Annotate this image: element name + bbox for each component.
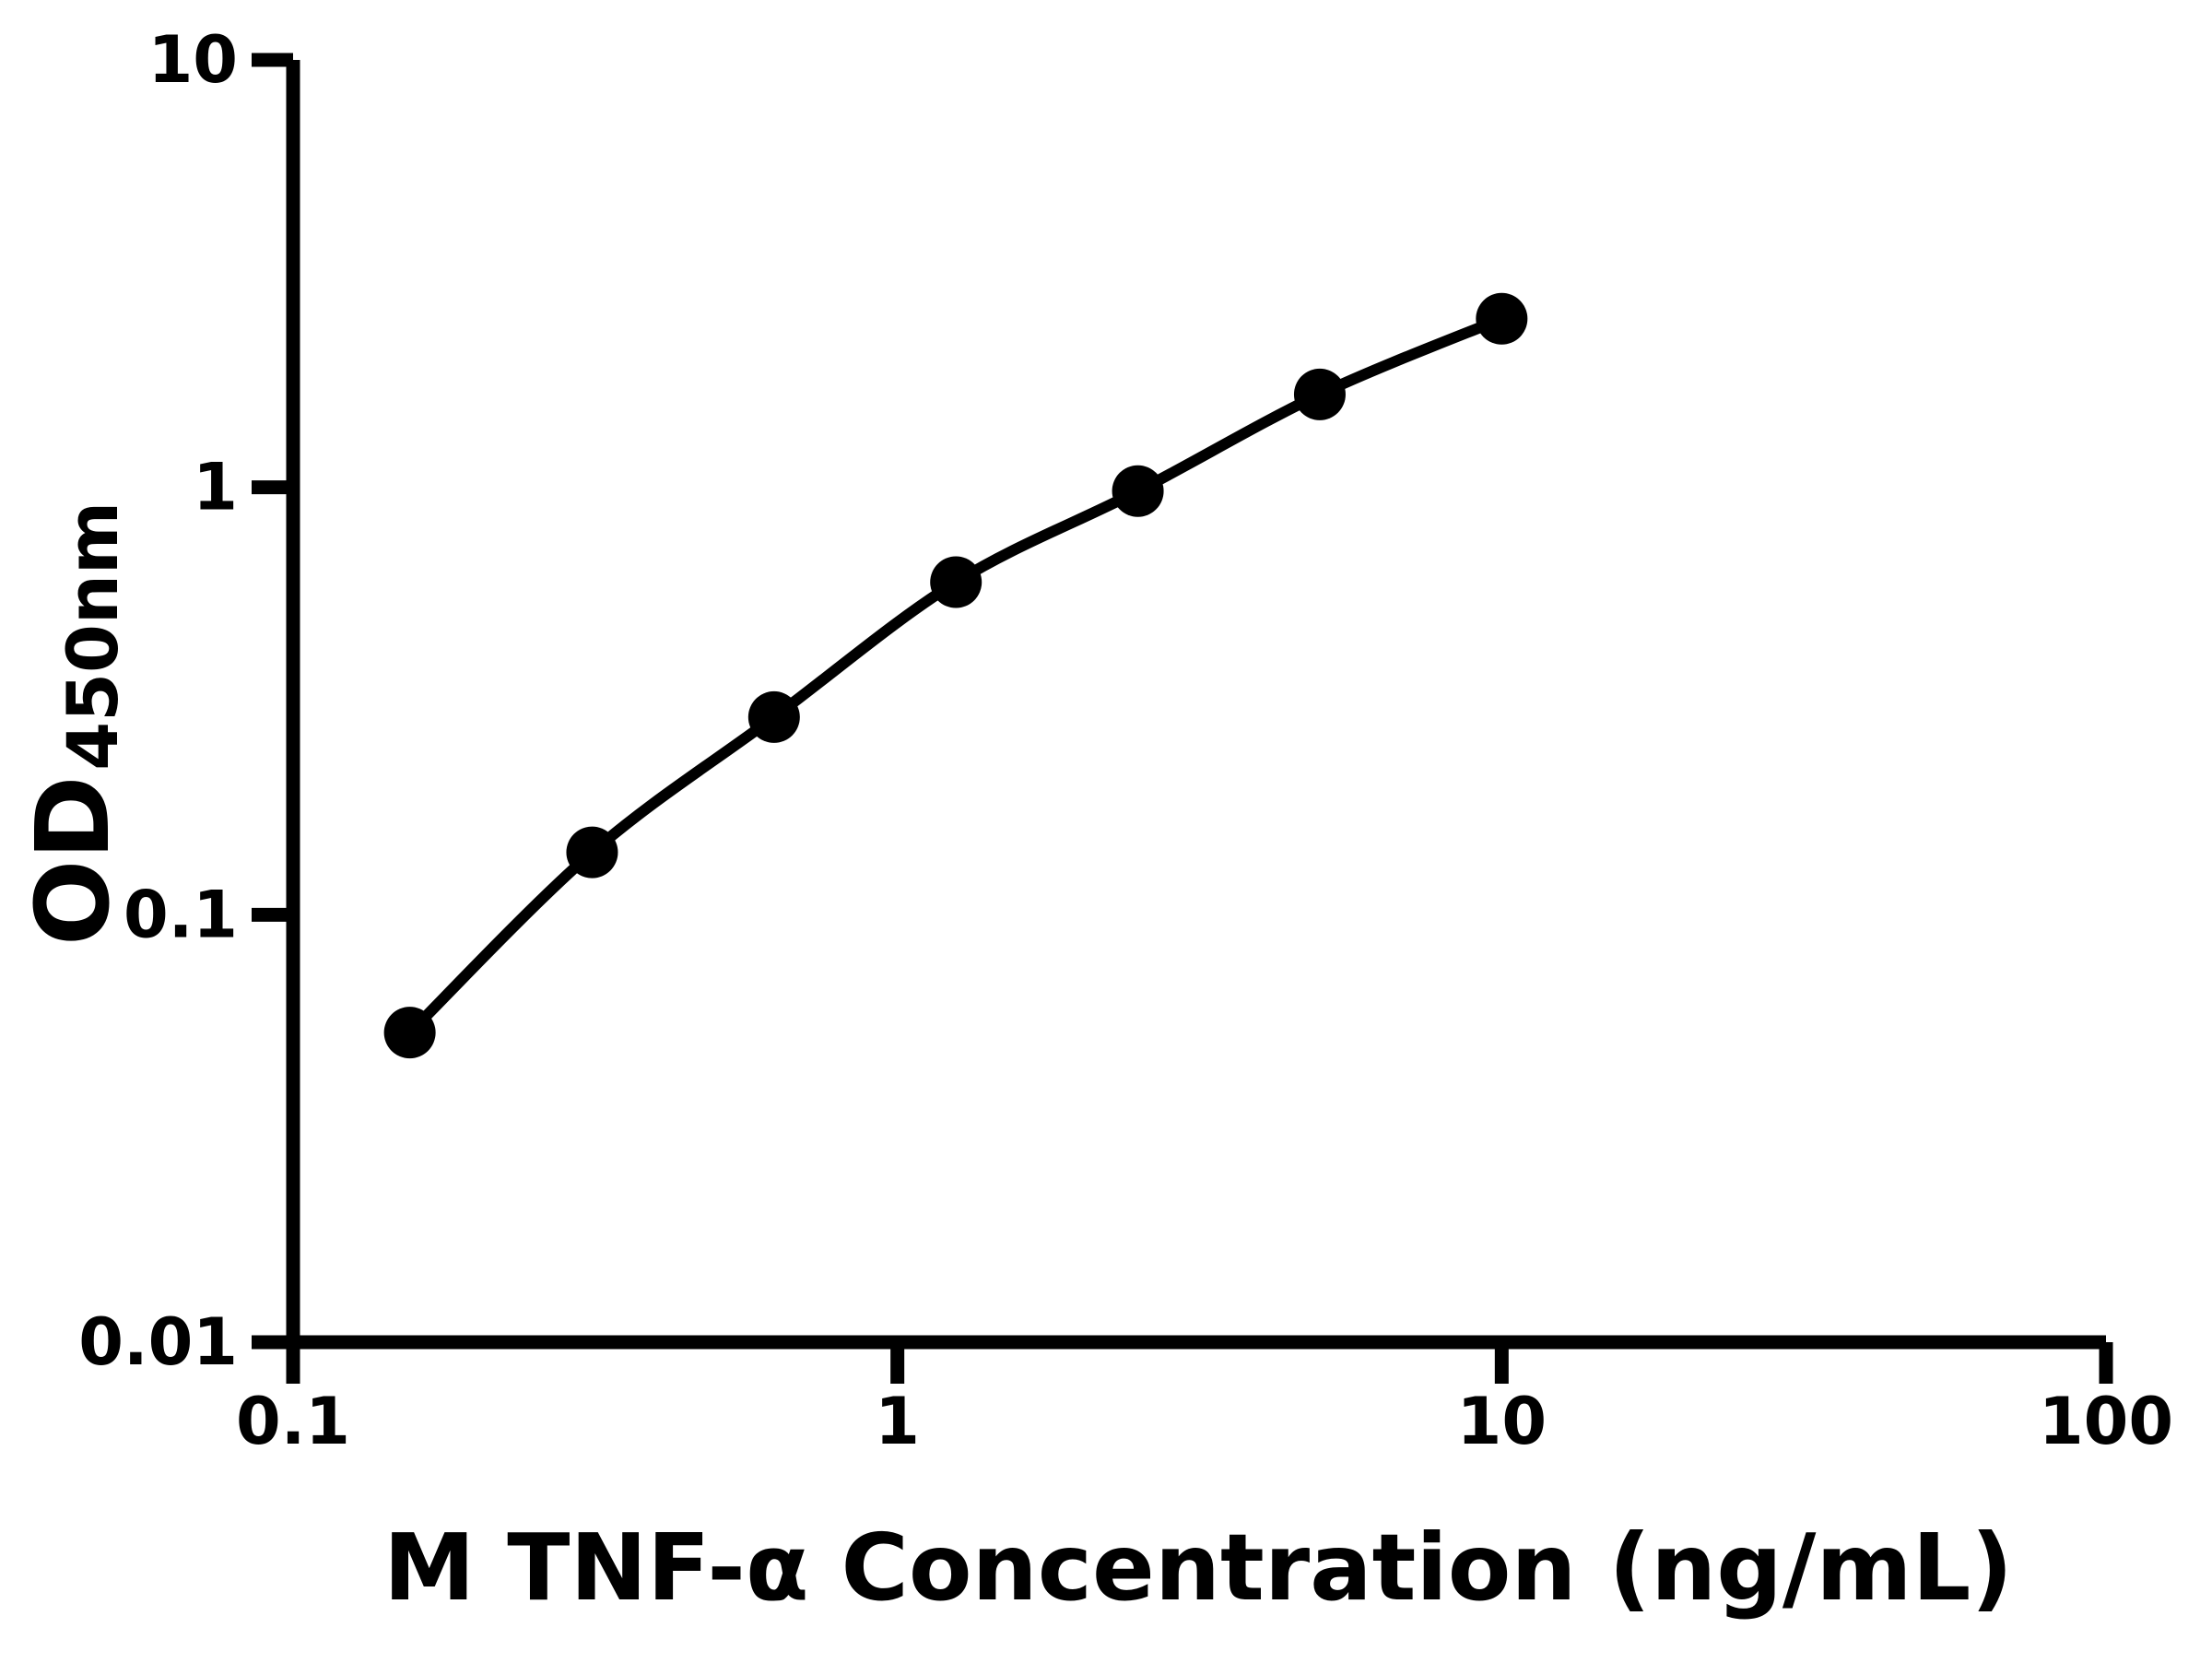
y-axis-title-subscript: 450nm <box>52 501 134 771</box>
data-point <box>747 690 800 743</box>
data-point <box>566 826 618 879</box>
data-point <box>1476 292 1528 345</box>
y-tick-label: 1 <box>193 450 238 525</box>
data-point <box>1112 465 1164 517</box>
curve-layer <box>406 313 1504 1037</box>
x-tick-label: 10 <box>1457 1384 1547 1459</box>
y-axis-title: OD 450nm <box>14 501 134 946</box>
x-tick-label: 1 <box>875 1384 920 1459</box>
y-tick-label: 10 <box>148 22 238 98</box>
data-point <box>930 556 982 608</box>
data-points <box>383 292 1528 1059</box>
data-point <box>383 1007 436 1059</box>
standard-curve-line <box>406 313 1504 1037</box>
y-tick-label: 0.1 <box>124 877 238 952</box>
y-axis-title-main: OD <box>14 775 132 946</box>
x-tick-label: 100 <box>2039 1384 2173 1459</box>
x-axis-title: M TNF-α Concentration (ng/mL) <box>383 1514 2013 1622</box>
axis-spines <box>286 60 2106 1350</box>
y-tick-label: 0.01 <box>78 1304 238 1380</box>
x-tick-label: 0.1 <box>236 1384 350 1459</box>
data-point <box>1293 368 1346 420</box>
